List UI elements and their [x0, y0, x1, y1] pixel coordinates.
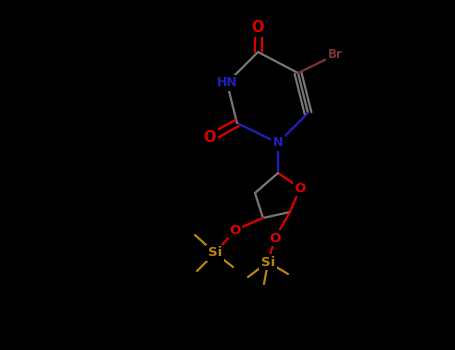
- Text: Br: Br: [328, 49, 343, 62]
- Text: O: O: [204, 131, 216, 146]
- Text: Si: Si: [208, 246, 222, 259]
- Text: Si: Si: [261, 256, 275, 268]
- Text: N: N: [273, 136, 283, 149]
- Text: O: O: [252, 21, 264, 35]
- Text: HN: HN: [217, 77, 238, 90]
- Text: O: O: [229, 224, 241, 237]
- Text: O: O: [269, 231, 281, 245]
- Text: O: O: [294, 182, 306, 195]
